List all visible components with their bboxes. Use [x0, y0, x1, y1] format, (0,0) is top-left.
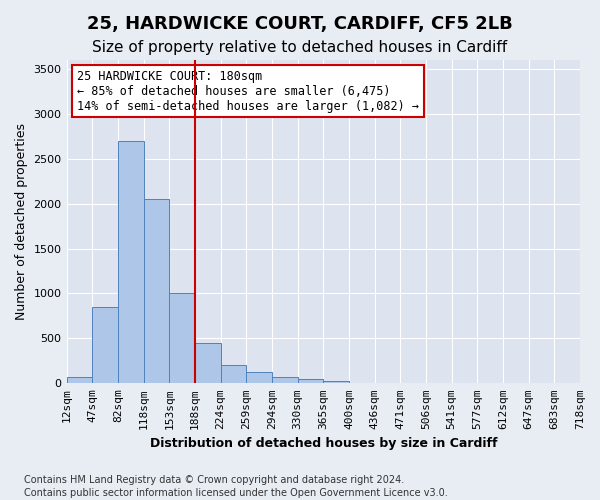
Bar	[143, 199, 169, 384]
Text: 25, HARDWICKE COURT, CARDIFF, CF5 2LB: 25, HARDWICKE COURT, CARDIFF, CF5 2LB	[87, 15, 513, 33]
Bar	[195, 343, 221, 384]
X-axis label: Distribution of detached houses by size in Cardiff: Distribution of detached houses by size …	[149, 437, 497, 450]
Bar	[298, 379, 323, 384]
Bar	[67, 376, 92, 384]
Bar	[323, 380, 349, 384]
Bar	[118, 141, 143, 384]
Text: 25 HARDWICKE COURT: 180sqm
← 85% of detached houses are smaller (6,475)
14% of s: 25 HARDWICKE COURT: 180sqm ← 85% of deta…	[77, 70, 419, 112]
Bar	[272, 377, 298, 384]
Bar	[92, 307, 118, 384]
Bar	[169, 294, 195, 384]
Text: Contains public sector information licensed under the Open Government Licence v3: Contains public sector information licen…	[24, 488, 448, 498]
Bar	[221, 366, 246, 384]
Text: Size of property relative to detached houses in Cardiff: Size of property relative to detached ho…	[92, 40, 508, 55]
Y-axis label: Number of detached properties: Number of detached properties	[15, 123, 28, 320]
Text: Contains HM Land Registry data © Crown copyright and database right 2024.: Contains HM Land Registry data © Crown c…	[24, 475, 404, 485]
Bar	[246, 372, 272, 384]
